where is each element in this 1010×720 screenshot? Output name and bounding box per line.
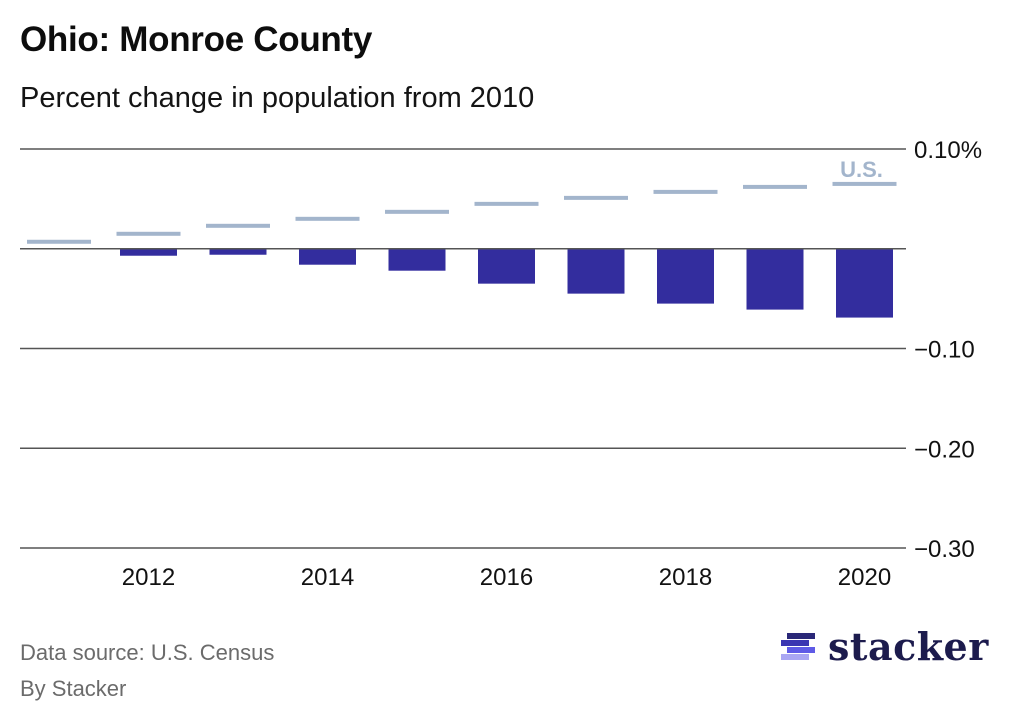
us-marker-2017 — [564, 195, 628, 200]
chart-title: Ohio: Monroe County — [20, 20, 373, 59]
logo-bar — [787, 633, 815, 639]
us-marker-2014 — [295, 216, 360, 221]
chart: 0.10% −0.10 −0.20 −0.30 2012 2014 2016 2018 202… — [20, 137, 982, 591]
legend-us-label: U.S. — [840, 157, 883, 182]
x-tick-label: 2014 — [301, 564, 354, 591]
us-marker-2012 — [116, 231, 181, 236]
logo-bar — [781, 640, 809, 646]
chart-subtitle: Percent change in population from 2010 — [20, 82, 535, 114]
data-source: Data source: U.S. Census — [20, 640, 275, 665]
gridlines — [20, 148, 906, 549]
logo-bar — [787, 647, 815, 653]
us-marker-2016 — [474, 201, 539, 206]
x-tick-label: 2020 — [838, 564, 891, 591]
x-tick-label: 2012 — [122, 564, 175, 591]
us-markers — [27, 181, 897, 244]
us-marker-2011 — [27, 239, 91, 244]
stacker-logo-text: stacker — [828, 624, 989, 669]
x-tick-label: 2016 — [480, 564, 533, 591]
x-tick-label: 2018 — [659, 564, 712, 591]
county-bar-2019 — [746, 248, 804, 310]
y-tick-label: −0.30 — [914, 536, 975, 563]
y-axis-labels: 0.10% −0.10 −0.20 −0.30 — [914, 137, 982, 563]
byline: By Stacker — [20, 676, 127, 701]
us-marker-2019 — [743, 184, 807, 189]
us-marker-2018 — [653, 189, 718, 194]
y-tick-label: −0.10 — [914, 337, 975, 364]
county-bar-2014 — [299, 248, 356, 265]
county-bars — [120, 248, 893, 318]
county-bar-2015 — [388, 248, 446, 271]
y-tick-label: −0.20 — [914, 436, 975, 463]
x-axis-labels: 2012 2014 2016 2018 2020 — [122, 564, 891, 591]
county-bar-2016 — [478, 248, 535, 284]
us-marker-2013 — [206, 223, 270, 228]
stacker-logo-icon — [778, 629, 815, 665]
county-bar-2020 — [836, 248, 893, 318]
logo-bar — [781, 654, 809, 660]
stacker-logo: stacker — [778, 628, 989, 666]
county-bar-2013 — [209, 248, 267, 255]
y-tick-label: 0.10% — [914, 137, 982, 164]
us-marker-2015 — [385, 209, 449, 214]
county-bar-2018 — [657, 248, 714, 304]
us-marker-2020 — [832, 181, 897, 186]
county-bar-2012 — [120, 248, 177, 256]
county-bar-2017 — [567, 248, 625, 294]
